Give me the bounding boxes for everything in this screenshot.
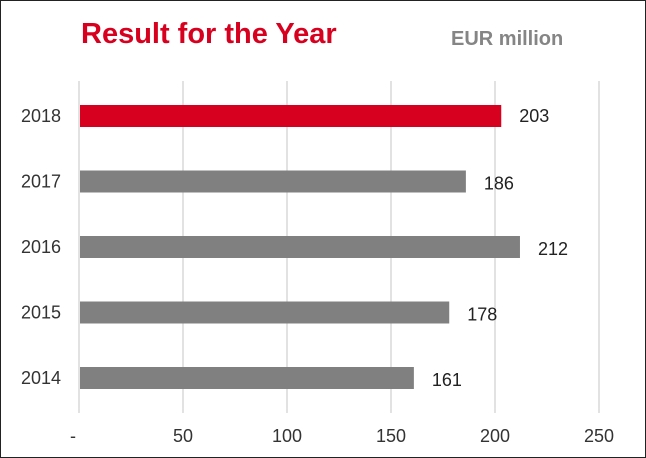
bars bbox=[80, 105, 520, 389]
x-tick-label: 100 bbox=[272, 426, 302, 446]
value-label: 161 bbox=[432, 370, 462, 390]
value-label: 203 bbox=[519, 106, 549, 126]
x-tick-label: 150 bbox=[376, 426, 406, 446]
bar-2018 bbox=[80, 105, 502, 127]
bar-2015 bbox=[80, 301, 450, 324]
x-tick-labels: - 50 100 150 200 250 bbox=[70, 426, 614, 446]
value-label: 178 bbox=[467, 305, 497, 325]
x-tick-label: 50 bbox=[173, 426, 193, 446]
chart-title: Result for the Year bbox=[81, 18, 337, 50]
category-label: 2015 bbox=[21, 303, 61, 323]
value-labels: 203 186 212 178 161 bbox=[432, 106, 568, 390]
x-tick-label: 200 bbox=[480, 426, 510, 446]
bar-2017 bbox=[80, 170, 466, 193]
category-label: 2016 bbox=[21, 237, 61, 257]
category-label: 2018 bbox=[21, 106, 61, 126]
value-label: 186 bbox=[484, 174, 514, 194]
bar-2014 bbox=[80, 367, 414, 389]
x-tick-label: - bbox=[70, 426, 76, 446]
category-label: 2017 bbox=[21, 172, 61, 192]
category-labels: 2018 2017 2016 2015 2014 bbox=[21, 106, 61, 388]
x-tick-label: 250 bbox=[584, 426, 614, 446]
value-label: 212 bbox=[538, 239, 568, 259]
bar-2016 bbox=[80, 236, 520, 258]
unit-label: EUR million bbox=[451, 28, 564, 50]
category-label: 2014 bbox=[21, 368, 61, 388]
